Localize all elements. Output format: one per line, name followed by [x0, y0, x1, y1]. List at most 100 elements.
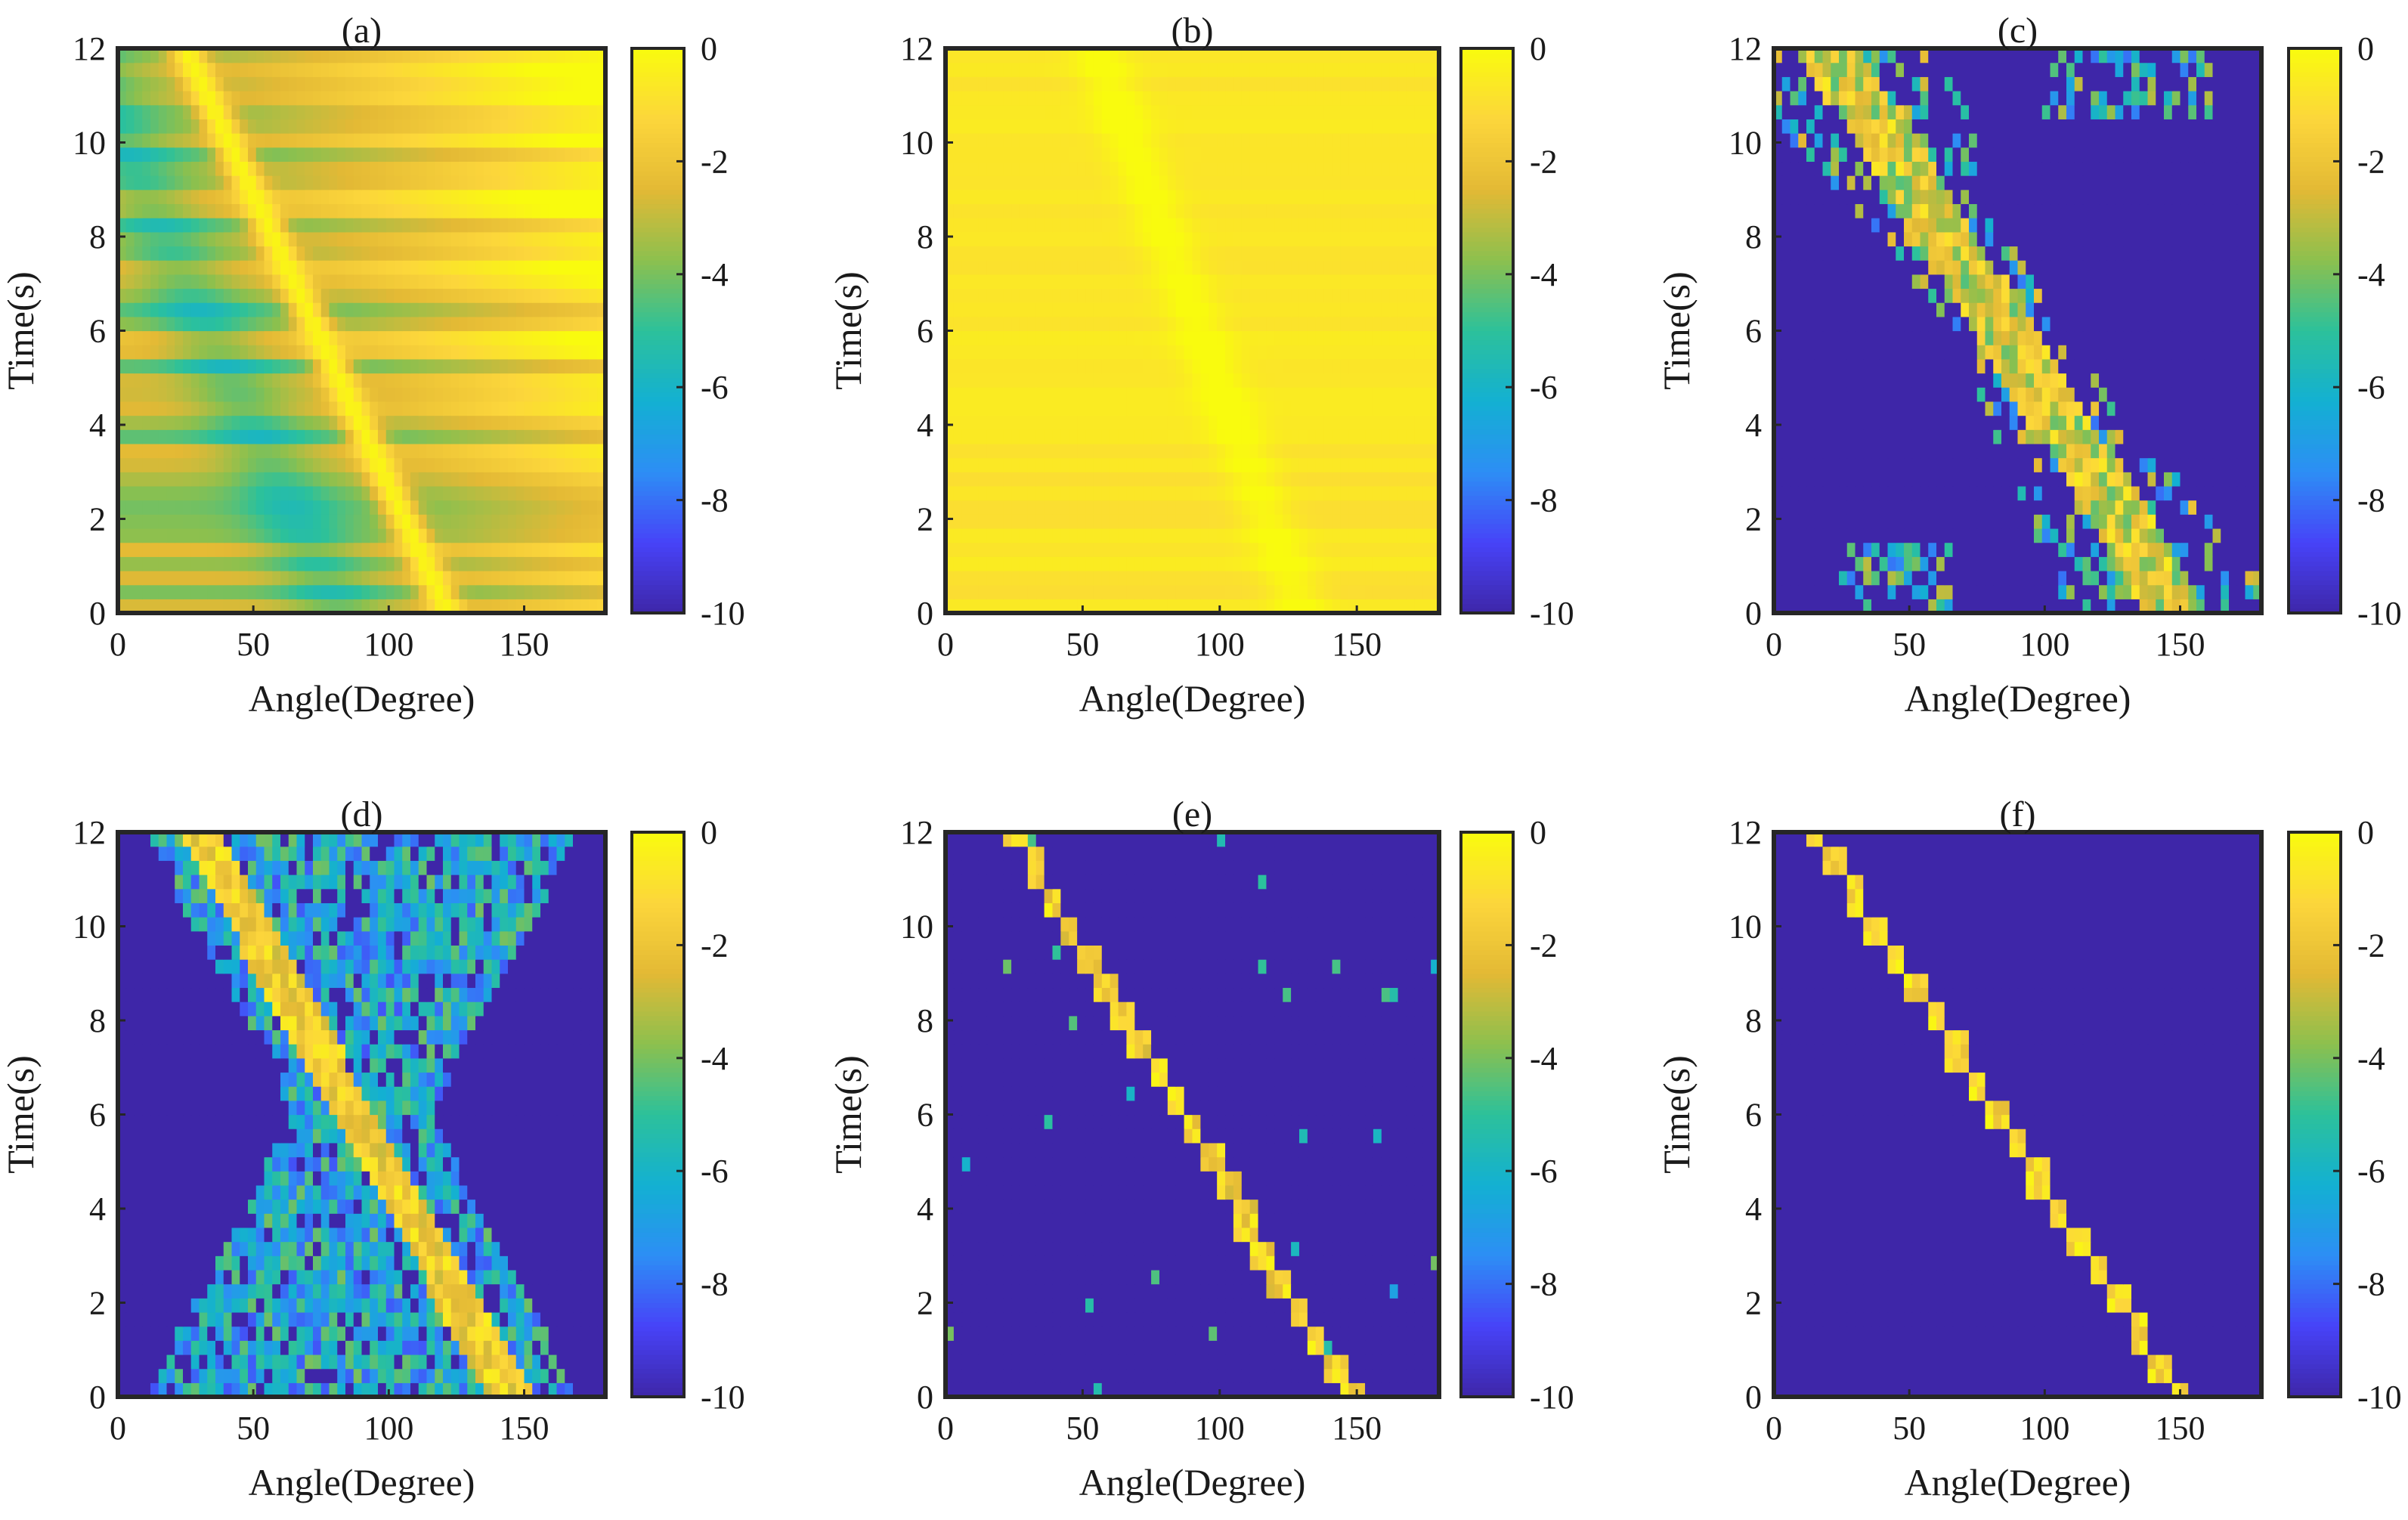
heatmap-cell	[589, 203, 598, 218]
heatmap-cell	[1225, 429, 1234, 444]
heatmap-cell	[190, 62, 200, 77]
heatmap-cell	[337, 542, 346, 557]
heatmap-cell	[508, 48, 517, 63]
heatmap-cell	[1143, 133, 1152, 148]
heatmap-cell	[970, 528, 980, 543]
heatmap-cell	[1307, 330, 1317, 345]
heatmap-cell	[1143, 62, 1152, 77]
heatmap-cell	[248, 500, 257, 515]
heatmap-cell	[329, 584, 338, 599]
heatmap-cell	[337, 288, 346, 303]
heatmap-cell	[978, 104, 988, 119]
heatmap-cell	[500, 599, 509, 614]
heatmap-cell	[1118, 401, 1128, 416]
heatmap-cell	[378, 429, 387, 444]
heatmap-cell	[207, 443, 216, 459]
heatmap-cell	[1340, 542, 1349, 557]
heatmap-cell	[402, 570, 411, 586]
heatmap-cell	[385, 161, 395, 176]
heatmap-cell	[443, 345, 452, 360]
heatmap-cell	[1348, 345, 1357, 360]
heatmap-cell	[524, 556, 533, 571]
heatmap-cell	[207, 302, 216, 317]
colorbar-swatch	[632, 293, 684, 299]
heatmap-cell	[1340, 387, 1349, 402]
heatmap-cell	[150, 133, 159, 148]
heatmap-cell	[1167, 514, 1177, 529]
heatmap-cell	[1035, 429, 1045, 444]
heatmap-cell	[280, 91, 289, 106]
heatmap-cell	[1118, 457, 1128, 472]
heatmap-cell	[1406, 457, 1415, 472]
heatmap-cell	[361, 415, 370, 430]
heatmap-cell	[1044, 358, 1054, 374]
colorbar-swatch	[632, 339, 684, 345]
heatmap-cell	[345, 302, 354, 317]
heatmap-cell	[175, 387, 184, 402]
heatmap-cell	[573, 528, 582, 543]
heatmap-cell	[1332, 189, 1341, 205]
heatmap-cell	[1381, 76, 1391, 91]
heatmap-cell	[540, 345, 549, 360]
heatmap-cell	[548, 147, 558, 163]
heatmap-cell	[361, 147, 370, 163]
heatmap-cell	[199, 584, 208, 599]
heatmap-cell	[231, 429, 240, 444]
heatmap-cell	[508, 246, 517, 261]
heatmap-cell	[565, 76, 574, 91]
heatmap-cell	[573, 345, 582, 360]
heatmap-cell	[524, 133, 533, 148]
heatmap-cell	[118, 302, 127, 317]
colorbar-swatch	[632, 222, 684, 228]
heatmap-cell	[970, 358, 980, 374]
heatmap-cell	[370, 288, 379, 303]
heatmap-cell	[329, 345, 338, 360]
heatmap-cell	[540, 231, 549, 247]
heatmap-cell	[1274, 485, 1283, 501]
heatmap-cell	[1274, 104, 1283, 119]
heatmap-cell	[1217, 76, 1226, 91]
heatmap-cell	[1381, 542, 1391, 557]
heatmap-cell	[589, 288, 598, 303]
heatmap-cell	[1414, 119, 1423, 134]
heatmap-cell	[475, 147, 484, 163]
heatmap-cell	[305, 358, 314, 374]
heatmap-cell	[1274, 330, 1283, 345]
heatmap-cell	[1126, 48, 1135, 63]
heatmap-cell	[580, 514, 590, 529]
heatmap-cell	[1011, 203, 1020, 218]
heatmap-cell	[183, 161, 192, 176]
heatmap-cell	[215, 358, 224, 374]
heatmap-cell	[1085, 274, 1094, 289]
heatmap-cell	[1357, 260, 1366, 275]
heatmap-cell	[565, 161, 574, 176]
heatmap-cell	[573, 570, 582, 586]
heatmap-cell	[565, 133, 574, 148]
heatmap-cell	[394, 528, 403, 543]
heatmap-cell	[1200, 62, 1209, 77]
heatmap-cell	[491, 133, 500, 148]
heatmap-cell	[296, 387, 305, 402]
heatmap-cell	[402, 147, 411, 163]
heatmap-cell	[320, 104, 330, 119]
heatmap-cell	[970, 161, 980, 176]
heatmap-cell	[1003, 358, 1012, 374]
heatmap-cell	[450, 62, 460, 77]
heatmap-cell	[175, 62, 184, 77]
heatmap-cell	[1357, 401, 1366, 416]
heatmap-cell	[264, 387, 273, 402]
heatmap-cell	[1357, 48, 1366, 63]
heatmap-cell	[1200, 429, 1209, 444]
heatmap-cell	[1431, 358, 1440, 374]
heatmap-cell	[264, 133, 273, 148]
heatmap-cell	[255, 472, 265, 487]
heatmap-cell	[467, 119, 476, 134]
heatmap-cell	[1060, 246, 1069, 261]
heatmap-cell	[305, 147, 314, 163]
heatmap-cell	[320, 485, 330, 501]
heatmap-cell	[150, 556, 159, 571]
heatmap-cell	[1266, 373, 1275, 388]
heatmap-cell	[240, 401, 249, 416]
heatmap-cell	[1389, 373, 1399, 388]
heatmap-cell	[508, 443, 517, 459]
